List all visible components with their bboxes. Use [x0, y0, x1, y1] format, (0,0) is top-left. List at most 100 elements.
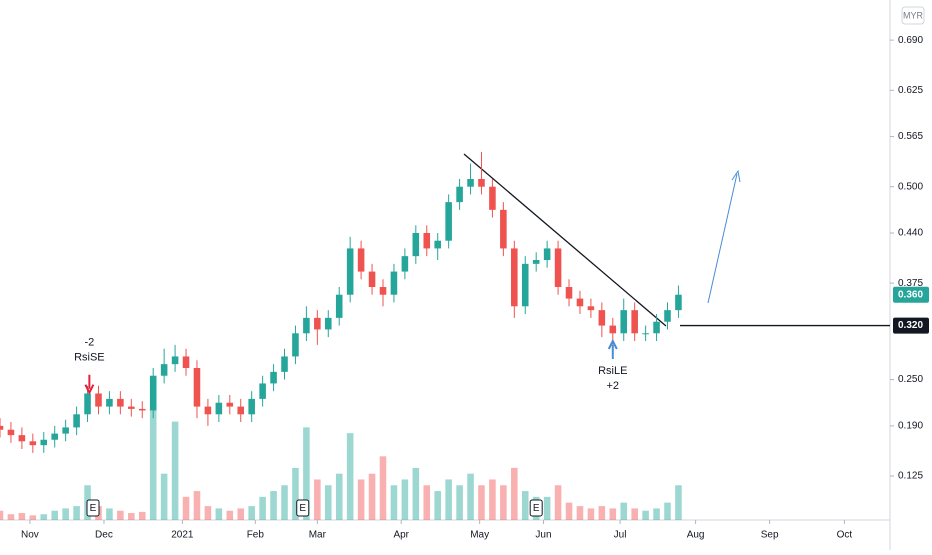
candle-body [248, 398, 255, 415]
volume-bar [18, 513, 26, 520]
candle-body [193, 368, 201, 407]
signal-value: -2 [84, 337, 94, 349]
candle-body [543, 248, 551, 260]
y-tick-label: 0.375 [898, 278, 923, 289]
volume-bar [664, 502, 671, 520]
volume-bar [554, 485, 562, 520]
candle-body [565, 287, 573, 299]
volume-bar [346, 433, 354, 520]
candle-body [0, 425, 4, 430]
volume-bar [117, 510, 124, 520]
earnings-box [86, 499, 100, 517]
volume-bar [653, 508, 660, 520]
volume-bar [138, 511, 146, 520]
signal-name: RsiSE [74, 352, 105, 364]
candle-body [84, 393, 91, 415]
candle-body [117, 398, 124, 407]
candle-body [521, 263, 529, 307]
volume-bar [445, 479, 452, 520]
volume-bar [51, 510, 58, 520]
volume-bar [434, 491, 441, 520]
price-label: 0.360 [898, 289, 923, 300]
volume-bar [565, 502, 573, 520]
x-tick-label: Feb [247, 530, 265, 541]
volume-bar [292, 467, 299, 520]
currency-box [901, 6, 925, 25]
candle-body [106, 398, 113, 407]
x-tick-label: Apr [393, 530, 409, 541]
candle-body [270, 371, 277, 384]
x-tick-label: Nov [21, 530, 39, 541]
earnings-box [529, 499, 543, 517]
candle-body [489, 186, 496, 210]
candle-body [587, 306, 595, 311]
volume-bar [587, 508, 595, 520]
x-tick-label: Aug [687, 530, 705, 541]
volume-bar [335, 473, 343, 520]
candle-body [73, 414, 80, 428]
candle-body [609, 325, 617, 334]
projection-arrow [707, 173, 738, 304]
candle-body [40, 439, 48, 446]
volume-bar [423, 485, 431, 520]
candle-body [642, 333, 649, 335]
candle-body [335, 294, 343, 318]
candle-body [653, 321, 660, 334]
candle-body [171, 356, 179, 365]
volume-bar [598, 506, 606, 520]
candle-body [511, 248, 518, 307]
price-label: 0.320 [898, 320, 923, 331]
x-tick-label: Sep [761, 530, 779, 541]
volume-bar [303, 427, 310, 520]
price-label-box [893, 317, 929, 334]
candle-body [51, 433, 58, 440]
candle-body [62, 427, 69, 434]
x-tick-label: May [470, 530, 489, 541]
volume-bar [467, 473, 474, 520]
y-tick-label: 0.690 [898, 35, 923, 46]
candle-body [532, 260, 540, 264]
volume-bar [215, 508, 223, 520]
currency: MYR [903, 10, 924, 20]
volume-bar [675, 485, 682, 520]
volume-bar [270, 491, 277, 520]
candle-body [237, 406, 245, 415]
candle-body [292, 333, 299, 357]
x-tick-label: Mar [309, 530, 327, 541]
candle-body [18, 435, 26, 442]
candle-body [664, 310, 671, 322]
candle-body [160, 364, 168, 376]
volume-bar [171, 421, 179, 520]
volume-bar [40, 514, 48, 520]
candle-body [7, 429, 15, 436]
volume-bar [237, 508, 245, 520]
volume-bar [368, 473, 376, 520]
volume-bar [281, 485, 288, 520]
candle-body [95, 393, 102, 407]
volume-bar [160, 473, 168, 520]
candle-body [149, 375, 157, 411]
earnings-box [296, 499, 310, 517]
volume-bar [379, 456, 387, 520]
y-tick-label: 0.440 [898, 228, 923, 239]
volume-bar [489, 479, 496, 520]
candle-body [128, 406, 135, 409]
candle-body [215, 402, 223, 415]
price-label-box [893, 286, 929, 303]
volume-bar [128, 513, 135, 520]
earnings-label: E [299, 503, 306, 514]
candle-body [346, 248, 354, 295]
candle-body [620, 310, 628, 334]
candle-body [423, 232, 431, 249]
volume-bar [412, 467, 420, 520]
volume-bar [631, 508, 638, 520]
volume-bar [609, 508, 617, 520]
volume-bar [0, 510, 4, 520]
volume-bar [390, 485, 398, 520]
volume-bar [204, 506, 212, 520]
candle-body [379, 287, 387, 295]
volume-bar [226, 510, 234, 520]
candle-body [576, 298, 584, 307]
volume-bar [182, 496, 190, 520]
